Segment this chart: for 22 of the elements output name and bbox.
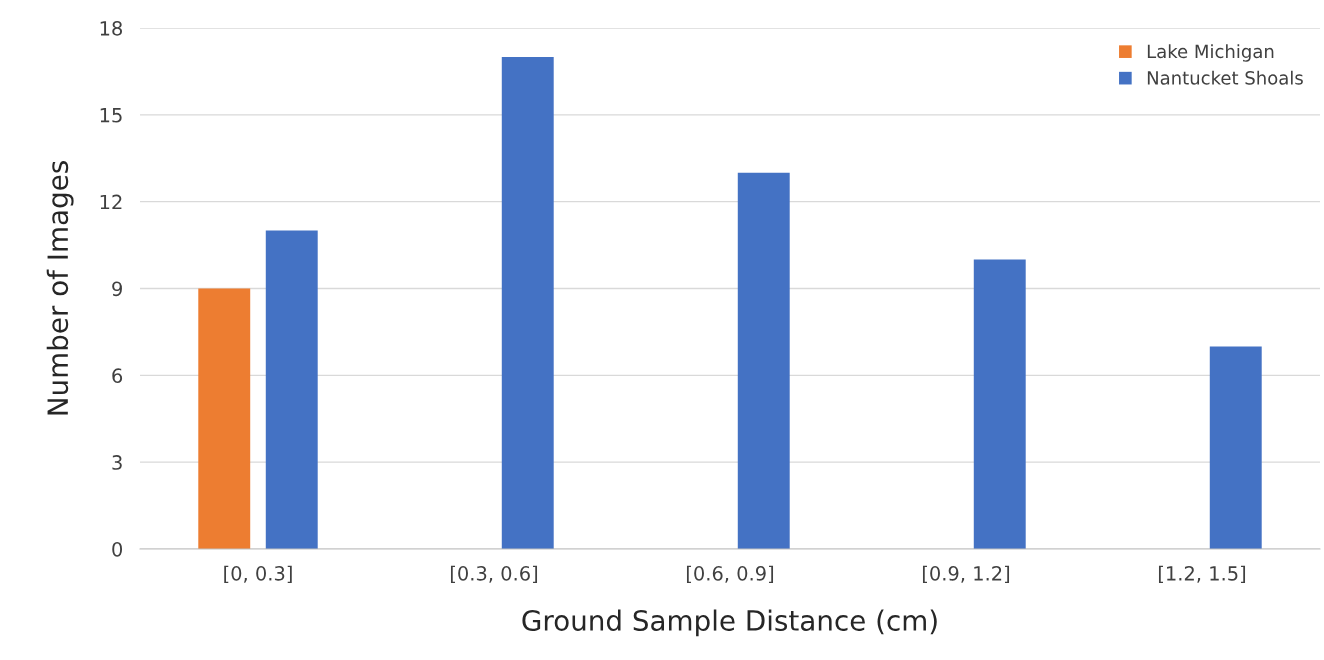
y-tick-label: 3 bbox=[112, 455, 122, 470]
x-tick-label: [0.6, 0.9] bbox=[686, 565, 774, 584]
bar bbox=[265, 230, 318, 549]
y-tick-label: 18 bbox=[100, 20, 122, 36]
bar bbox=[501, 56, 554, 549]
y-tick-label: 6 bbox=[112, 368, 123, 383]
x-axis-title: Ground Sample Distance (cm) bbox=[522, 609, 937, 637]
legend-label: Lake Michigan bbox=[1147, 44, 1274, 62]
y-tick-label: 15 bbox=[100, 108, 122, 123]
bar bbox=[198, 288, 251, 549]
bar bbox=[973, 259, 1026, 549]
y-tick-label: 9 bbox=[112, 281, 122, 297]
bar bbox=[1209, 346, 1262, 549]
x-tick-label: [0.3, 0.6] bbox=[450, 565, 538, 584]
legend-label: Nantucket Shoals bbox=[1147, 70, 1303, 85]
x-tick-label: [1.2, 1.5] bbox=[1158, 565, 1246, 584]
x-tick-label: [0.9, 1.2] bbox=[922, 565, 1010, 584]
x-tick-label: [0, 0.3] bbox=[224, 565, 292, 584]
y-axis-title: Number of Images bbox=[46, 161, 74, 415]
y-tick-label: 12 bbox=[100, 194, 122, 210]
y-tick-label: 0 bbox=[112, 541, 123, 557]
bar bbox=[737, 172, 790, 549]
